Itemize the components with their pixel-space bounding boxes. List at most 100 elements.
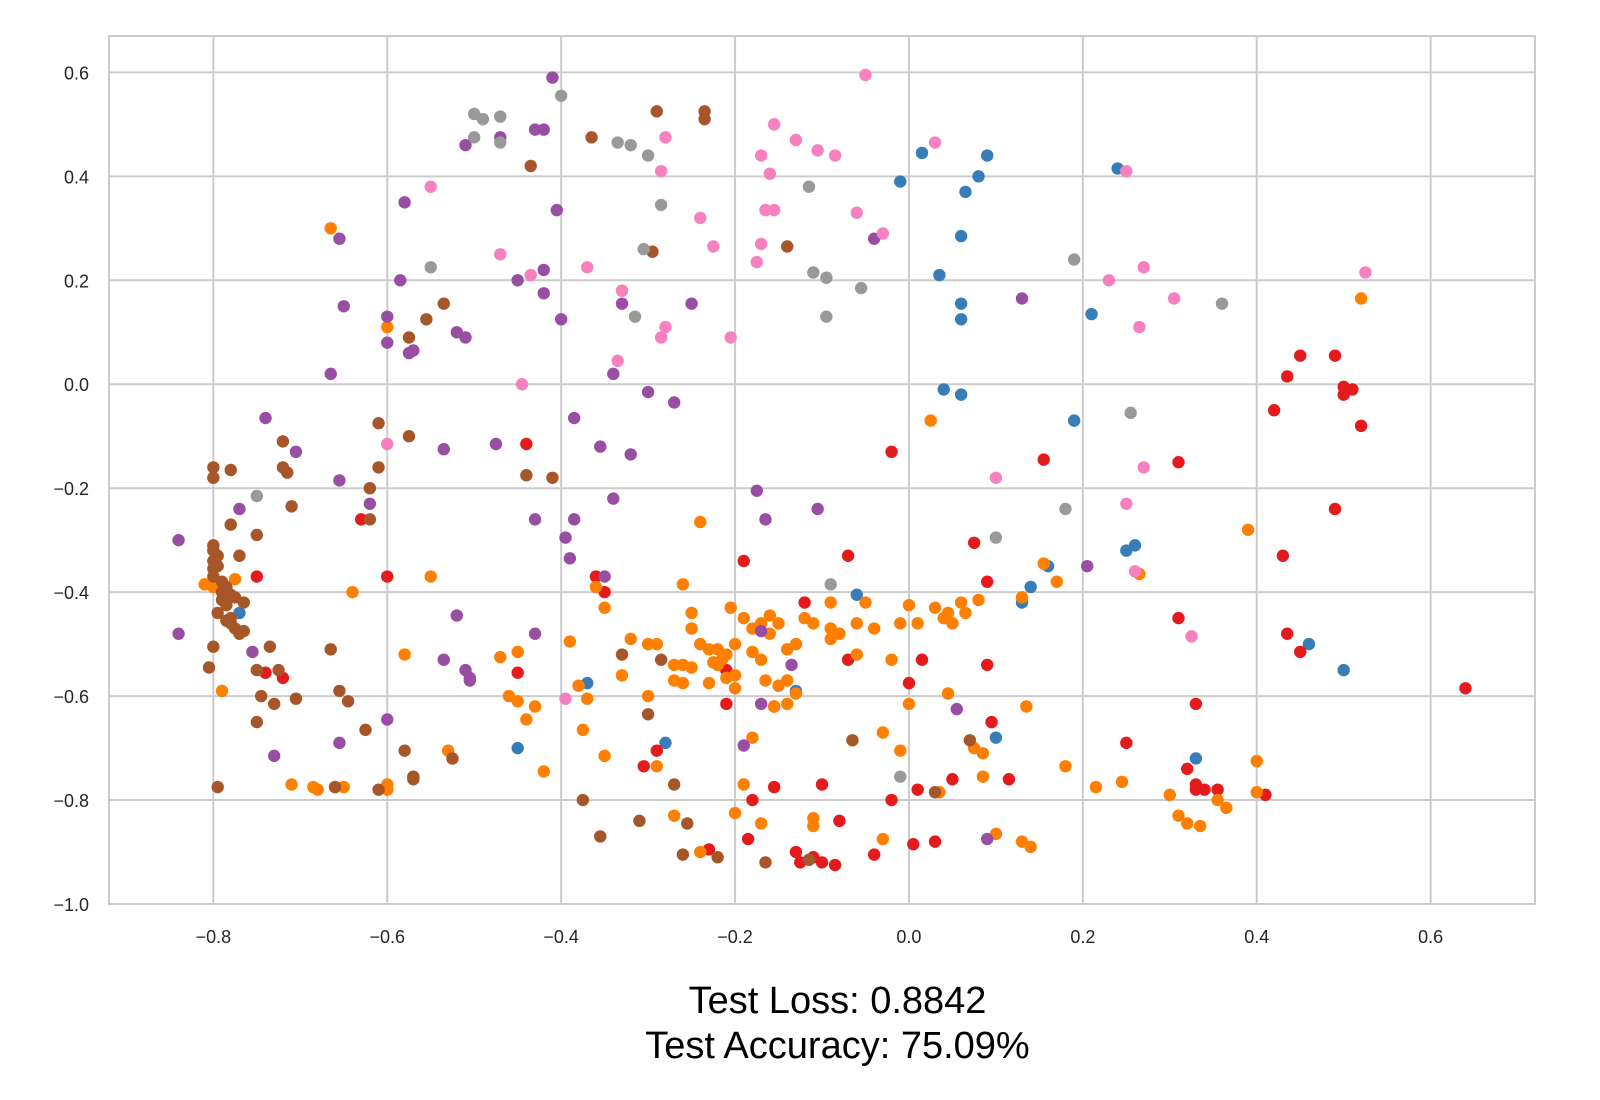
- data-point: [933, 268, 946, 282]
- data-point: [767, 700, 781, 713]
- data-point: [741, 832, 755, 846]
- data-point: [233, 502, 246, 516]
- data-point: [641, 689, 655, 703]
- data-point: [807, 819, 820, 833]
- data-point: [1015, 292, 1029, 305]
- data-point: [341, 695, 355, 708]
- data-point: [685, 606, 698, 620]
- data-point: [772, 617, 785, 630]
- data-point: [567, 513, 581, 526]
- data-point: [254, 689, 268, 703]
- data-point: [559, 692, 572, 705]
- data-point: [802, 180, 816, 193]
- data-point: [767, 118, 781, 131]
- data-point: [1059, 502, 1072, 516]
- data-point: [1211, 783, 1224, 796]
- data-point: [676, 658, 690, 672]
- y-tick-label: 0.6: [64, 63, 89, 83]
- data-point: [659, 131, 672, 144]
- data-point: [937, 383, 950, 396]
- data-point: [667, 778, 681, 791]
- data-point: [850, 206, 863, 219]
- data-point: [972, 170, 985, 183]
- data-point: [641, 385, 655, 399]
- data-point: [850, 588, 863, 601]
- data-point: [307, 780, 320, 794]
- data-point: [811, 502, 824, 516]
- data-point: [1037, 557, 1050, 570]
- data-point: [511, 695, 524, 708]
- data-point: [1015, 591, 1029, 604]
- data-point: [694, 845, 707, 859]
- data-point: [924, 414, 937, 427]
- data-point: [598, 570, 611, 583]
- data-point: [285, 778, 298, 791]
- data-point: [633, 814, 646, 828]
- data-point: [850, 617, 863, 630]
- data-points: [172, 68, 1472, 872]
- data-point: [581, 692, 594, 705]
- data-point: [728, 637, 742, 651]
- data-point: [528, 123, 542, 136]
- data-point: [459, 331, 472, 344]
- data-point: [976, 747, 990, 760]
- data-point: [250, 528, 264, 542]
- data-point: [333, 684, 346, 698]
- data-point: [1220, 801, 1233, 815]
- data-point: [215, 684, 229, 698]
- data-point: [528, 700, 542, 713]
- data-point: [1167, 292, 1181, 305]
- data-point: [676, 578, 690, 591]
- data-point: [928, 835, 942, 848]
- data-point: [607, 367, 620, 381]
- data-point: [615, 648, 629, 661]
- data-point: [876, 726, 890, 739]
- data-point: [615, 669, 629, 682]
- data-point: [611, 354, 624, 368]
- data-point: [220, 598, 233, 612]
- data-point: [681, 817, 694, 830]
- data-point: [537, 287, 550, 300]
- data-point: [594, 440, 607, 453]
- y-tick-label: −0.8: [53, 791, 89, 811]
- data-point: [546, 71, 559, 84]
- data-point: [954, 388, 968, 401]
- data-point: [1280, 627, 1294, 640]
- data-point: [824, 632, 837, 646]
- data-point: [511, 741, 524, 755]
- x-axis-ticks: −0.8 −0.6 −0.4 −0.2 0.0 0.2 0.4 0.6: [196, 927, 1444, 947]
- data-point: [650, 744, 663, 757]
- data-point: [941, 606, 955, 620]
- data-point: [1133, 320, 1146, 334]
- data-point: [954, 229, 968, 243]
- data-point: [637, 760, 650, 773]
- data-point: [807, 617, 820, 630]
- data-point: [554, 313, 568, 326]
- y-tick-label: 0.2: [64, 271, 89, 291]
- data-point: [1294, 645, 1307, 659]
- data-point: [902, 676, 916, 690]
- data-point: [628, 310, 642, 323]
- data-point: [594, 830, 607, 843]
- data-point: [946, 617, 959, 630]
- data-point: [959, 606, 972, 620]
- x-tick-label: −0.8: [196, 927, 232, 947]
- data-point: [759, 674, 772, 687]
- data-point: [1120, 497, 1133, 510]
- data-point: [398, 196, 411, 209]
- data-point: [515, 378, 529, 391]
- data-point: [424, 261, 437, 274]
- data-point: [828, 858, 842, 872]
- data-point: [859, 596, 872, 609]
- data-point: [363, 497, 377, 510]
- data-point: [641, 637, 655, 651]
- data-point: [272, 663, 285, 677]
- data-point: [1172, 611, 1185, 625]
- data-point: [1059, 760, 1072, 773]
- data-point: [1294, 349, 1307, 362]
- data-point: [1067, 414, 1081, 427]
- data-point: [520, 437, 533, 451]
- data-point: [402, 331, 416, 344]
- data-point: [263, 640, 277, 653]
- data-point: [885, 653, 898, 666]
